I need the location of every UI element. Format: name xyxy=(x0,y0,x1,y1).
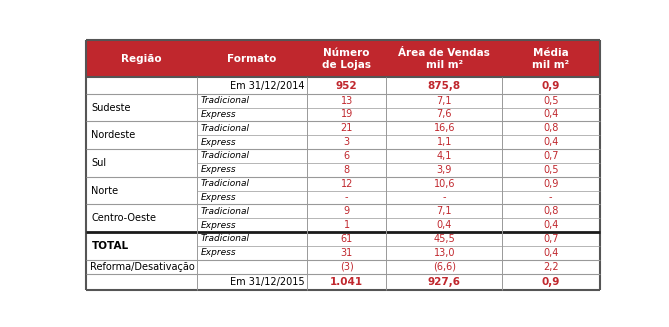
Text: Express: Express xyxy=(201,221,236,230)
Text: -: - xyxy=(442,193,446,202)
Text: Tradicional: Tradicional xyxy=(201,179,250,188)
Text: 2,2: 2,2 xyxy=(543,262,559,272)
Text: 7,1: 7,1 xyxy=(436,95,452,106)
Text: (3): (3) xyxy=(340,262,354,272)
Text: 0,4: 0,4 xyxy=(543,110,559,119)
Text: Nordeste: Nordeste xyxy=(92,130,136,140)
Text: Reforma/Desativação: Reforma/Desativação xyxy=(90,262,195,272)
Text: 0,7: 0,7 xyxy=(543,151,559,161)
Bar xyxy=(86,121,599,149)
Bar xyxy=(86,41,197,77)
Text: Express: Express xyxy=(201,165,236,174)
Text: 0,4: 0,4 xyxy=(437,220,452,230)
Text: Tradicional: Tradicional xyxy=(201,234,250,244)
Text: Express: Express xyxy=(201,138,236,146)
Text: 3,9: 3,9 xyxy=(437,165,452,175)
Text: TOTAL: TOTAL xyxy=(92,241,128,251)
Text: Região: Região xyxy=(121,54,162,64)
Text: 875,8: 875,8 xyxy=(427,80,461,91)
Bar xyxy=(86,177,599,204)
Text: -: - xyxy=(345,193,349,202)
Text: 0,4: 0,4 xyxy=(543,248,559,258)
Text: Norte: Norte xyxy=(92,185,118,196)
Text: 0,5: 0,5 xyxy=(543,95,559,106)
Bar xyxy=(86,149,599,177)
Text: -: - xyxy=(549,193,553,202)
Text: 1,1: 1,1 xyxy=(437,137,452,147)
Text: 0,9: 0,9 xyxy=(542,277,560,287)
Text: 0,7: 0,7 xyxy=(543,234,559,244)
Text: 0,9: 0,9 xyxy=(543,179,559,189)
Bar xyxy=(86,77,599,94)
Bar xyxy=(86,260,599,274)
Text: 0,8: 0,8 xyxy=(543,123,559,133)
Bar xyxy=(86,232,599,260)
Bar xyxy=(387,41,502,77)
Bar xyxy=(502,41,599,77)
Text: 927,6: 927,6 xyxy=(427,277,461,287)
Text: (6,6): (6,6) xyxy=(433,262,456,272)
Text: 12: 12 xyxy=(341,179,353,189)
Text: Média
mil m²: Média mil m² xyxy=(532,48,569,70)
Text: 0,9: 0,9 xyxy=(542,80,560,91)
Text: Sudeste: Sudeste xyxy=(92,103,131,112)
Text: 0,5: 0,5 xyxy=(543,165,559,175)
Text: 61: 61 xyxy=(341,234,353,244)
Bar xyxy=(86,94,599,121)
Text: 0,4: 0,4 xyxy=(543,137,559,147)
Text: 13,0: 13,0 xyxy=(434,248,455,258)
Text: 952: 952 xyxy=(336,80,357,91)
Text: Sul: Sul xyxy=(92,158,106,168)
Text: 1: 1 xyxy=(344,220,350,230)
Text: 0,8: 0,8 xyxy=(543,206,559,216)
Text: Em 31/12/2015: Em 31/12/2015 xyxy=(229,277,304,287)
Text: Tradicional: Tradicional xyxy=(201,124,250,133)
Text: 3: 3 xyxy=(344,137,350,147)
Text: Express: Express xyxy=(201,248,236,257)
Text: Centro-Oeste: Centro-Oeste xyxy=(92,213,157,223)
Text: 13: 13 xyxy=(341,95,353,106)
Text: 16,6: 16,6 xyxy=(434,123,455,133)
Text: 19: 19 xyxy=(341,110,353,119)
Bar xyxy=(86,204,599,232)
Text: 21: 21 xyxy=(341,123,353,133)
Text: Área de Vendas
mil m²: Área de Vendas mil m² xyxy=(398,48,490,70)
Bar xyxy=(307,41,387,77)
Text: Tradicional: Tradicional xyxy=(201,96,250,105)
Text: 4,1: 4,1 xyxy=(437,151,452,161)
Text: Em 31/12/2014: Em 31/12/2014 xyxy=(230,80,304,91)
Text: Express: Express xyxy=(201,193,236,202)
Text: Formato: Formato xyxy=(227,54,276,64)
Text: 7,6: 7,6 xyxy=(436,110,452,119)
Text: Tradicional: Tradicional xyxy=(201,151,250,161)
Bar xyxy=(86,274,599,290)
Text: 31: 31 xyxy=(341,248,353,258)
Text: 9: 9 xyxy=(344,206,350,216)
Bar xyxy=(197,41,307,77)
Text: 6: 6 xyxy=(344,151,350,161)
Text: 10,6: 10,6 xyxy=(434,179,455,189)
Text: Express: Express xyxy=(201,110,236,119)
Text: 7,1: 7,1 xyxy=(436,206,452,216)
Text: 1.041: 1.041 xyxy=(330,277,363,287)
Text: 8: 8 xyxy=(344,165,350,175)
Text: Número
de Lojas: Número de Lojas xyxy=(322,48,371,70)
Text: 0,4: 0,4 xyxy=(543,220,559,230)
Text: 45,5: 45,5 xyxy=(434,234,455,244)
Text: Tradicional: Tradicional xyxy=(201,207,250,216)
